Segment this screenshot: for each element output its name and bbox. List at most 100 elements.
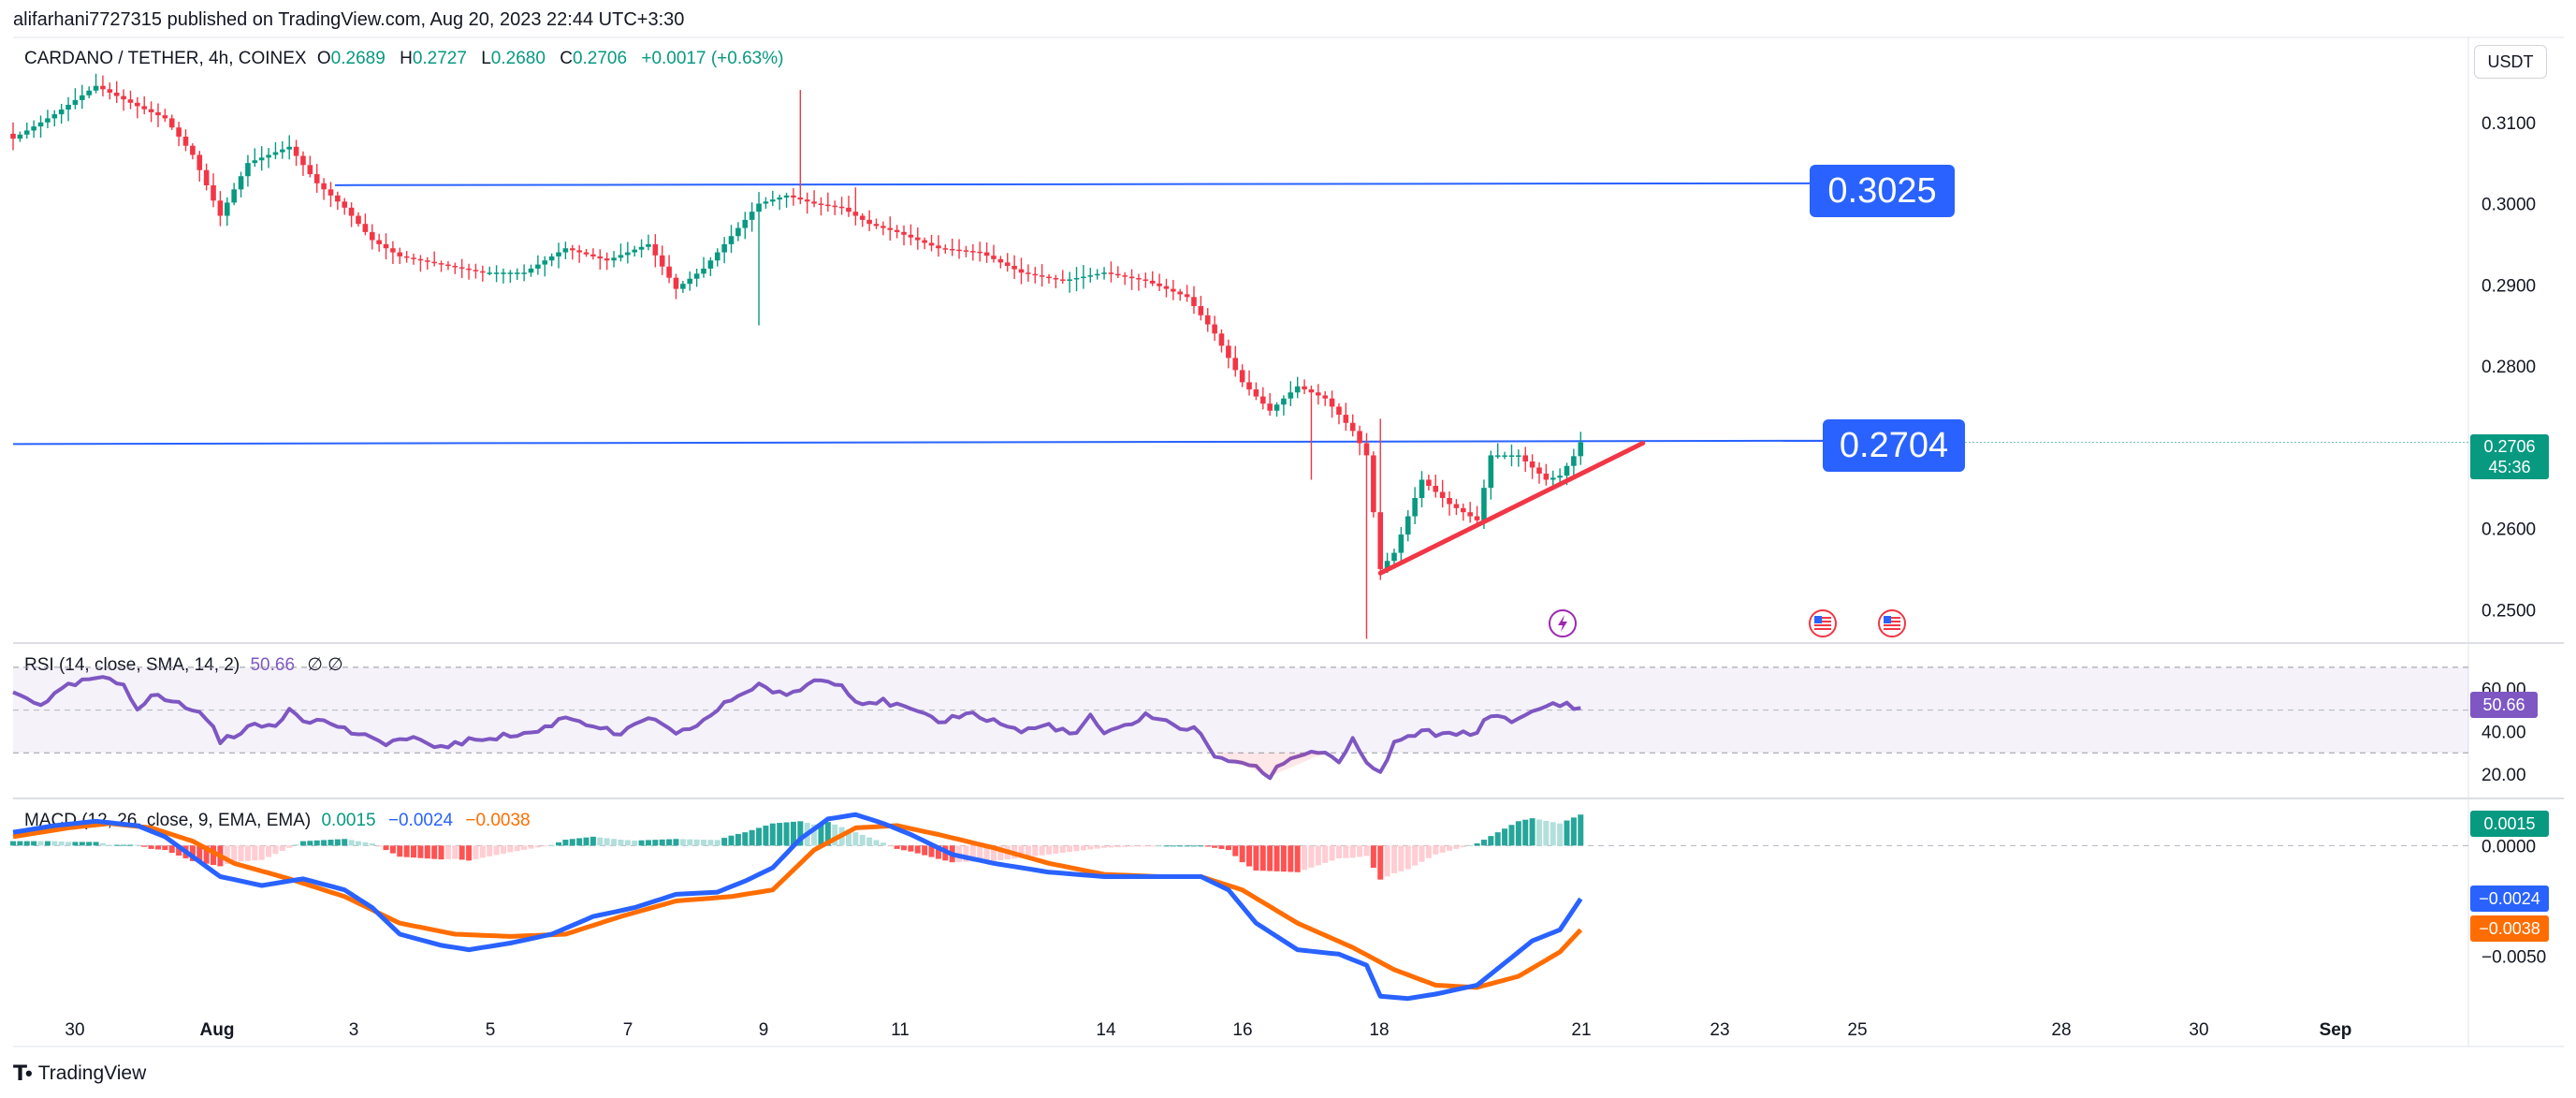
macd-hist-bar (901, 845, 908, 851)
candle-body (1198, 306, 1204, 315)
macd-hist-bar (1190, 845, 1197, 847)
macd-hist-bar (107, 844, 113, 846)
macd-hist-bar (534, 845, 541, 848)
candle-body (1204, 315, 1211, 325)
price-tick-label: 0.3100 (2481, 114, 2536, 134)
candle-body (31, 126, 36, 131)
macd-hist-bar (1419, 845, 1425, 862)
candle-body (397, 252, 403, 256)
candle-body (977, 251, 982, 254)
macd-hist-bar (611, 839, 618, 846)
candle-body (1302, 386, 1307, 389)
currency-selector[interactable]: USDT (2474, 45, 2547, 79)
macd-hist-bar (1404, 845, 1411, 870)
macd-hist-bar (79, 842, 85, 846)
candle-body (272, 152, 279, 155)
macd-hist-bar (279, 845, 285, 851)
candle-body (307, 165, 313, 175)
macd-hist-bar (37, 841, 44, 846)
candle-body (514, 272, 520, 274)
macd-hist-bar (1557, 823, 1564, 846)
macd-hist-bar (1578, 814, 1584, 846)
macd-hist-bar (576, 838, 583, 846)
chart-frame (0, 37, 2576, 1048)
macd-hist-bar (528, 845, 534, 849)
candle-body (735, 227, 741, 237)
symbol-title[interactable]: CARDANO / TETHER, 4h, COINEX (24, 49, 307, 68)
time-tick-label: 11 (891, 1020, 910, 1040)
candle-body (37, 122, 44, 127)
macd-hist-bar (714, 840, 720, 846)
macd-hist-bar (58, 842, 65, 846)
macd-hist-bar (121, 844, 127, 846)
macd-hist-bar (832, 824, 838, 846)
candle-body (369, 231, 375, 241)
candle-body (1294, 386, 1301, 393)
candle-body (1564, 465, 1570, 476)
macd-hist-bar (1370, 845, 1376, 869)
candle-body (458, 267, 465, 269)
candle-body (155, 111, 161, 116)
candle-body (673, 277, 679, 289)
macd-hist-bar (487, 845, 493, 856)
candle-body (335, 195, 341, 202)
candle-body (638, 246, 645, 250)
candle-body (542, 260, 548, 265)
macd-hist-bar (1398, 845, 1404, 871)
macd-hist-bar (1425, 845, 1432, 858)
macd-hist-bar (645, 840, 651, 846)
macd-hist-bar (514, 845, 520, 852)
macd-hist-bar (1239, 845, 1245, 863)
rsi-title[interactable]: RSI (14, close, SMA, 14, 2) (24, 655, 240, 675)
us-flag-event-icon (1809, 609, 1837, 637)
macd-hist-bar (307, 841, 313, 846)
macd-hist-bar (977, 845, 983, 862)
candle-body (487, 272, 493, 274)
candle-body (562, 248, 569, 253)
candle-body (887, 227, 894, 230)
candle-body (1488, 455, 1494, 489)
macd-hist-bar (141, 845, 148, 847)
macd-hist-bar (1439, 845, 1446, 853)
candle-body (211, 184, 216, 201)
macd-signal-line (12, 821, 1583, 990)
macd-hist-bar (479, 845, 486, 858)
candle-body (1322, 395, 1328, 399)
macd-hist-bar (93, 842, 99, 846)
tradingview-footer: 𝗧• TradingView (13, 1061, 146, 1086)
macd-hist-bar (1515, 821, 1521, 846)
candle-body (970, 251, 976, 253)
macd-hist-bar (154, 845, 161, 850)
macd-hist-bar (687, 839, 693, 846)
candle-body (507, 272, 514, 274)
macd-hist-bar (1474, 842, 1480, 846)
macd-hist-bar (1522, 819, 1529, 846)
candle-body (280, 149, 285, 153)
price-tick-label: 0.2800 (2481, 358, 2536, 377)
candle-body (362, 224, 369, 232)
macd-hist-bar (1302, 845, 1308, 871)
candle-body (770, 199, 776, 202)
candle-body (777, 198, 782, 200)
macd-hist-bar (1412, 845, 1419, 866)
macd-hist-bar (327, 840, 334, 846)
candle-body (1253, 388, 1259, 397)
macd-hist-bar (99, 842, 106, 846)
candle-body (991, 256, 997, 259)
macd-hist-bar (935, 845, 941, 859)
macd-hist-bar (763, 826, 769, 846)
macd-hist-bar (783, 822, 790, 846)
candle-body (403, 256, 410, 258)
candle-body (583, 252, 589, 255)
macd-hist-bar (777, 823, 783, 846)
macd-hist-bar (1322, 845, 1329, 863)
macd-hist-bar (231, 845, 238, 862)
candle-body (797, 198, 804, 200)
macd-legend-macd: −0.0024 (387, 811, 454, 830)
candle-body (411, 257, 416, 259)
candle-body (1529, 461, 1535, 468)
candle-body (1336, 406, 1342, 416)
candle-body (1267, 403, 1273, 411)
candle-body (1191, 297, 1197, 307)
